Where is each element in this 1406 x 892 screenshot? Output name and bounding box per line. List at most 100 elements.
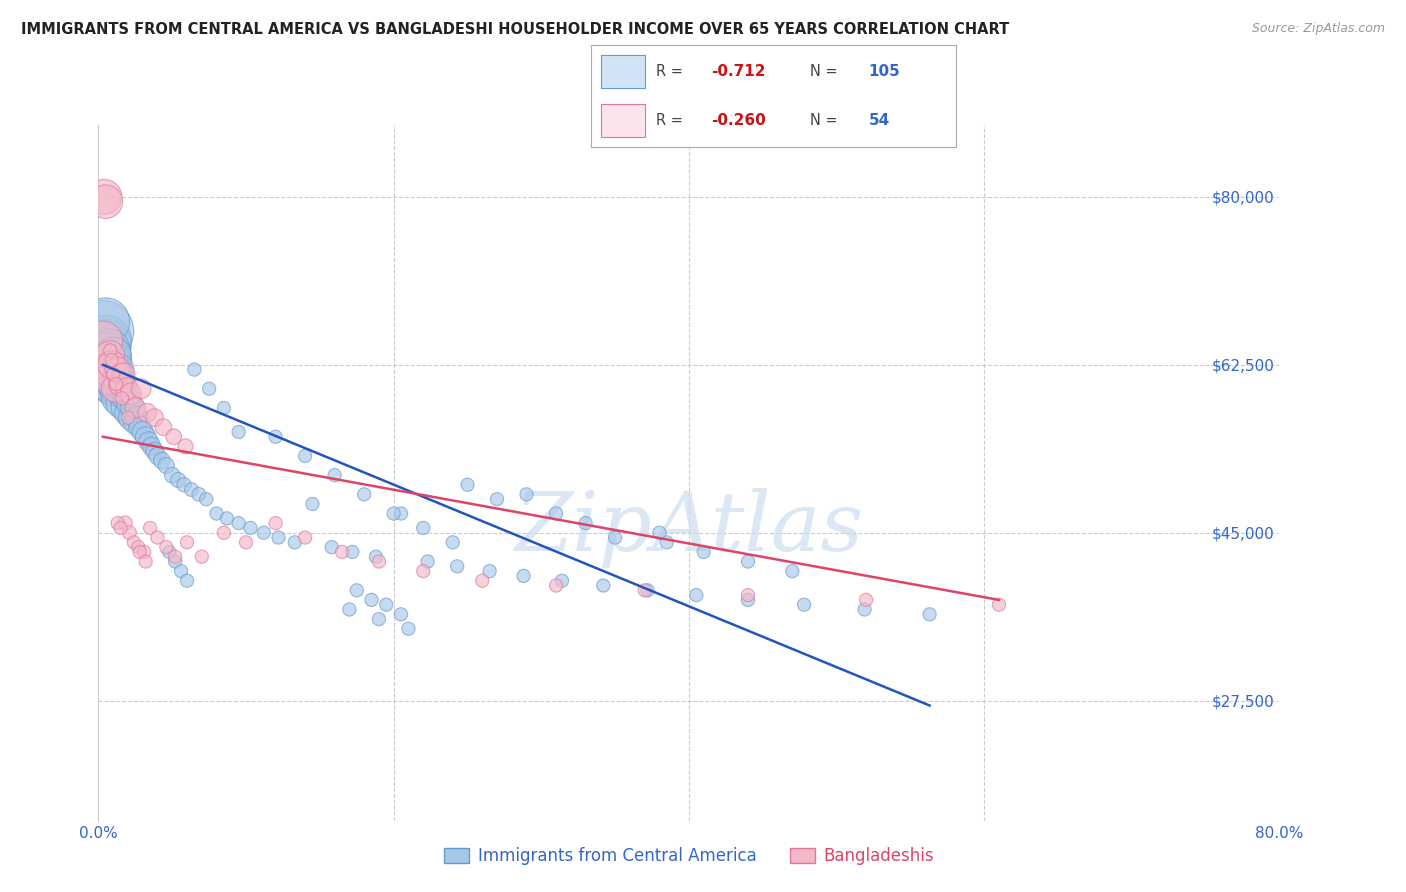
Point [323,468,346,483]
Point [97,372,120,386]
Point [98,343,121,358]
Point [267,531,290,545]
Point [364,549,387,564]
Point [110,376,132,391]
Point [108,372,131,386]
Point [782,564,804,578]
Point [111,386,134,401]
Point [294,531,316,545]
Point [138,434,160,449]
Point [105,382,128,396]
Text: N =: N = [810,113,838,128]
Point [107,516,129,530]
Point [117,410,139,425]
Point [94,194,117,209]
Point [294,449,316,463]
Point [107,362,129,376]
Point [128,545,150,559]
Point [98,353,121,368]
Point [143,444,166,458]
Text: ZipAtlas: ZipAtlas [515,489,863,568]
Point [155,540,177,554]
Point [124,416,146,430]
Text: 54: 54 [869,113,890,128]
Point [855,593,877,607]
Point [174,439,197,453]
Legend: Immigrants from Central America, Bangladeshis: Immigrants from Central America, Banglad… [437,840,941,871]
Point [98,376,121,391]
Point [737,593,759,607]
Point [637,583,659,598]
Point [165,555,187,569]
Point [100,358,122,372]
Point [180,483,202,497]
Point [146,531,169,545]
Point [264,430,287,444]
Point [382,507,405,521]
Point [301,497,323,511]
Point [360,593,382,607]
Point [96,362,118,376]
Point [353,487,375,501]
Point [114,516,136,530]
Point [648,525,671,540]
Point [693,545,716,559]
Point [228,425,250,439]
Point [375,598,398,612]
Point [235,535,257,549]
Point [853,602,876,616]
Point [112,368,135,382]
Point [94,362,117,376]
Point [264,516,287,530]
Point [96,372,118,386]
Point [104,382,127,396]
Point [486,492,509,507]
Point [96,348,118,362]
Point [633,583,655,598]
Point [146,449,169,463]
Point [91,324,114,338]
Point [176,535,198,549]
Text: IMMIGRANTS FROM CENTRAL AMERICA VS BANGLADESHI HOUSEHOLDER INCOME OVER 65 YEARS : IMMIGRANTS FROM CENTRAL AMERICA VS BANGL… [21,22,1010,37]
Point [187,487,209,501]
Point [127,540,149,554]
Point [121,401,143,415]
Point [118,396,141,410]
Point [93,190,115,204]
Point [592,578,614,592]
Point [253,525,276,540]
Point [91,353,114,368]
Point [183,362,205,376]
Point [100,362,122,376]
Point [737,555,759,569]
Text: Source: ZipAtlas.com: Source: ZipAtlas.com [1251,22,1385,36]
Point [737,588,759,602]
Point [117,406,139,420]
Point [103,348,125,362]
Point [412,521,434,535]
Point [155,458,177,473]
Point [605,531,627,545]
Point [94,334,117,348]
Text: R =: R = [657,113,683,128]
Point [91,334,114,348]
Point [143,410,166,425]
Point [134,545,156,559]
Point [512,569,534,583]
Point [346,583,368,598]
Point [128,420,150,434]
Point [136,406,159,420]
Point [103,382,125,396]
Point [389,607,412,622]
Point [793,598,815,612]
Point [239,521,262,535]
Point [515,487,537,501]
Point [100,372,122,386]
Point [122,535,145,549]
Point [120,386,142,401]
Point [191,549,214,564]
Point [212,525,235,540]
Point [368,612,391,626]
Point [368,555,391,569]
Point [342,545,364,559]
